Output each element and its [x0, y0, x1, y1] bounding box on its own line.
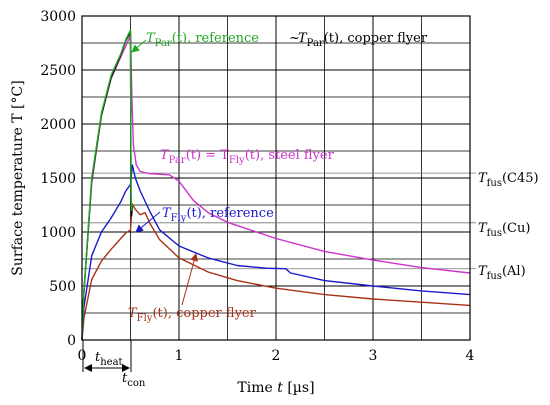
- label-tfus-c45: Tfus(C45): [478, 171, 539, 189]
- label-tilde: ~: [289, 31, 300, 46]
- x-tick-label: 4: [466, 348, 475, 364]
- y-tick-label: 0: [67, 333, 76, 349]
- label-steel-flyer: TPar(t) = TFly(t), steel flyer: [160, 148, 335, 166]
- label-t-con: tcon: [122, 371, 146, 389]
- y-axis-title: Surface temperature T [°C]: [10, 80, 26, 275]
- y-tick-label: 500: [49, 279, 76, 295]
- series-line-par-ref: [81, 29, 134, 341]
- label-tfly-reference: TFly(t), reference: [162, 206, 274, 224]
- melting-temperature-lines: [82, 172, 476, 270]
- series-line-fly-ref: [81, 164, 471, 341]
- label-tpar-copper: TPar(t), copper flyer: [298, 31, 428, 49]
- x-axis-title: Time t [µs]: [237, 380, 314, 396]
- x-axis-title-unit: [µs]: [283, 380, 315, 396]
- y-tick-label: 2000: [40, 117, 76, 133]
- label-t-heat: theat: [95, 350, 123, 368]
- y-tick-label: 3000: [40, 9, 76, 25]
- label-tpar-reference: TPar(t), reference: [146, 31, 259, 49]
- label-tfus-cu: Tfus(Cu): [478, 221, 530, 239]
- label-tfly-copper: TFly(t), copper flyer: [128, 306, 257, 324]
- y-tick-label: 2500: [40, 63, 76, 79]
- arrow-tfly-reference: [135, 211, 161, 233]
- arrow-tfly-copper: [181, 253, 199, 306]
- tick-labels: 0 1 2 3 4 0 500 1000 1500 2000 2500 3000: [40, 9, 474, 364]
- x-tick-label: 2: [272, 348, 281, 364]
- curves: [81, 29, 471, 341]
- label-tfus-al: Tfus(Al): [478, 264, 526, 282]
- series-line-fly-cu: [81, 203, 471, 341]
- plot-frame: [81, 15, 471, 341]
- x-axis-title-var: t: [277, 380, 283, 396]
- arrow-tpar-reference: [131, 39, 147, 53]
- x-tick-label: 1: [175, 348, 184, 364]
- series-line-par-cu: [81, 31, 134, 341]
- y-tick-label: 1000: [40, 225, 76, 241]
- x-tick-label: 3: [369, 348, 378, 364]
- y-tick-label: 1500: [40, 171, 76, 187]
- x-tick-label: 0: [78, 348, 87, 364]
- grid: [81, 15, 471, 341]
- x-axis-title-main: Time: [237, 380, 277, 396]
